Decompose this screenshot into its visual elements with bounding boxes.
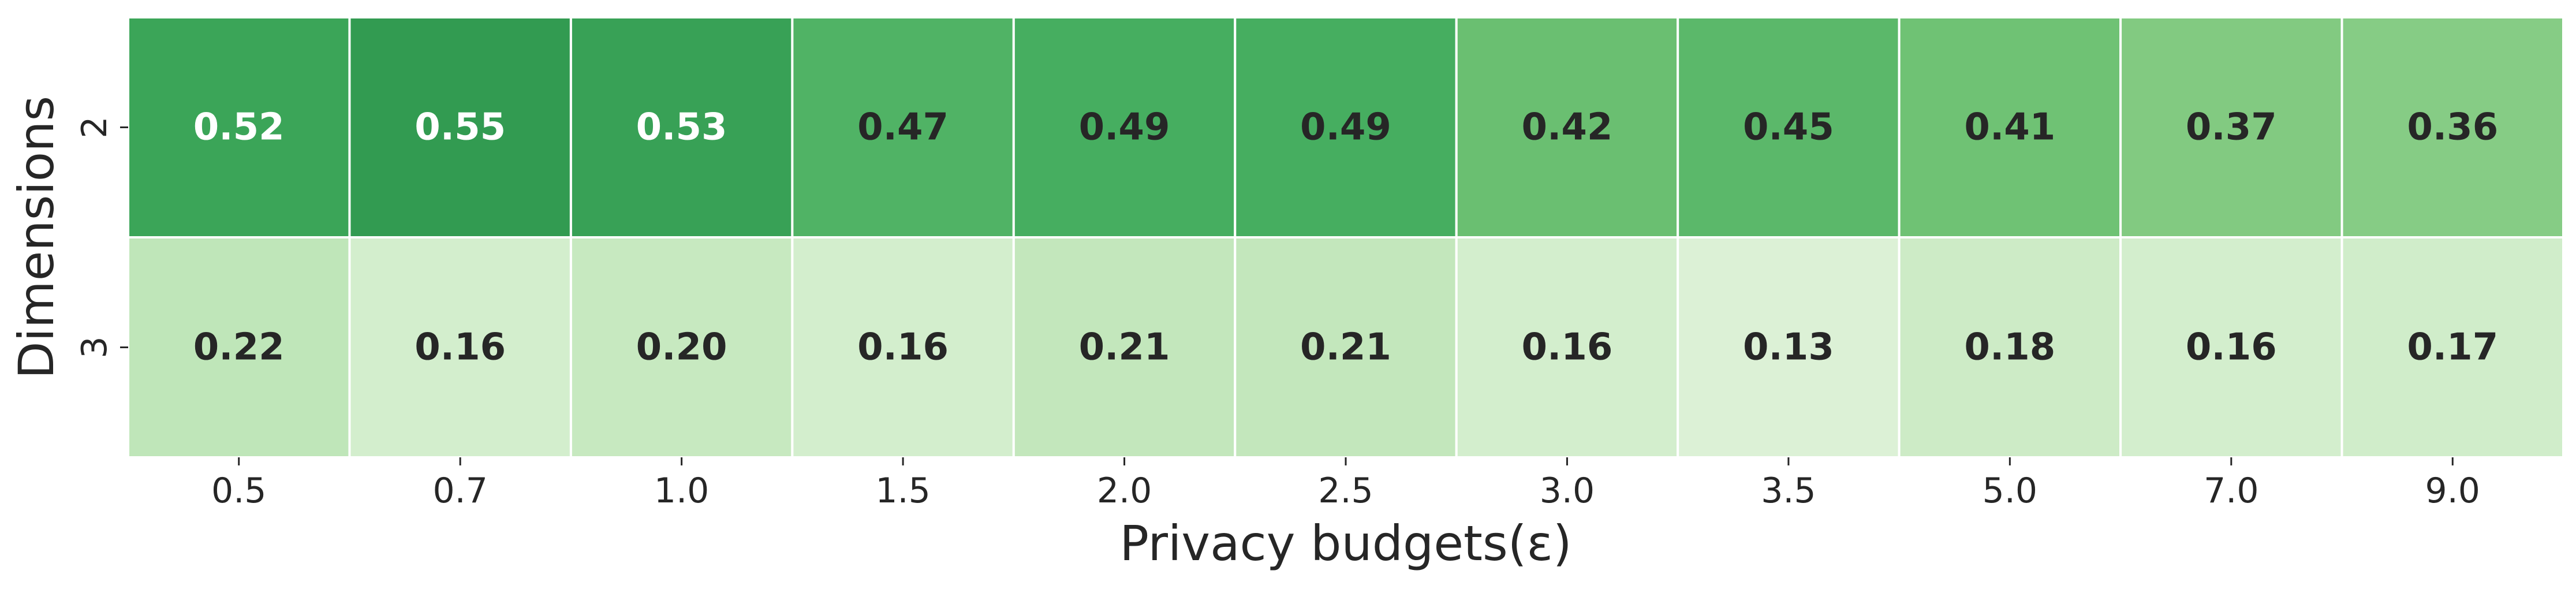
y-axis-label: Dimensions bbox=[8, 96, 65, 379]
heatmap-cell-3-0.5 bbox=[127, 236, 351, 458]
heatmap-cell-2-7.0 bbox=[2119, 16, 2343, 238]
heatmap-cell-2-9.0 bbox=[2340, 16, 2564, 238]
heatmap-cell-3-1.0 bbox=[569, 236, 794, 458]
x-axis-ticks: 0.5 0.7 1.0 1.5 2.0 2.5 3.0 3.5 5.0 7.0 9.0 bbox=[211, 457, 2480, 511]
heatmap-cell-3-5.0 bbox=[1898, 236, 2122, 458]
y-tick-label: 2 bbox=[74, 116, 115, 138]
cell-value-label: 0.41 bbox=[1964, 106, 2055, 149]
x-tick-label: 2.0 bbox=[1097, 471, 1152, 511]
heatmap-cell-2-3.5 bbox=[1677, 16, 1901, 238]
cell-value-label: 0.13 bbox=[1743, 326, 1834, 369]
x-tick-label: 1.5 bbox=[875, 471, 930, 511]
cell-value-label: 0.36 bbox=[2407, 106, 2498, 149]
heatmap-cell-2-1.5 bbox=[791, 16, 1015, 238]
cell-value-label: 0.16 bbox=[2186, 326, 2277, 369]
cell-value-label: 0.21 bbox=[1300, 326, 1391, 369]
y-tick-label: 3 bbox=[74, 336, 115, 358]
cell-value-label: 0.55 bbox=[415, 106, 506, 149]
cell-value-label: 0.53 bbox=[636, 106, 727, 149]
heatmap-cell-3-3.5 bbox=[1677, 236, 1901, 458]
x-tick-label: 0.5 bbox=[211, 471, 266, 511]
cell-value-label: 0.16 bbox=[415, 326, 506, 369]
x-axis-label: Privacy budgets(ε) bbox=[1119, 515, 1571, 572]
heatmap-cell-2-2.0 bbox=[1012, 16, 1237, 238]
cell-value-label: 0.47 bbox=[857, 106, 949, 149]
heatmap-cell-2-1.0 bbox=[569, 16, 794, 238]
cell-value-label: 0.21 bbox=[1079, 326, 1170, 369]
heatmap-cell-3-2.5 bbox=[1234, 236, 1458, 458]
x-tick-label: 5.0 bbox=[1983, 471, 2037, 511]
heatmap-cell-3-7.0 bbox=[2119, 236, 2343, 458]
heatmap-cell-2-0.7 bbox=[348, 16, 572, 238]
cell-value-label: 0.16 bbox=[1522, 326, 1613, 369]
cell-value-label: 0.49 bbox=[1300, 106, 1391, 149]
cell-value-label: 0.49 bbox=[1079, 106, 1170, 149]
heatmap-cell-3-3.0 bbox=[1455, 236, 1679, 458]
cell-value-label: 0.18 bbox=[1964, 326, 2055, 369]
cell-value-label: 0.16 bbox=[857, 326, 949, 369]
x-tick-label: 9.0 bbox=[2425, 471, 2480, 511]
heatmap-cell-3-0.7 bbox=[348, 236, 572, 458]
x-tick-label: 1.0 bbox=[654, 471, 709, 511]
cell-value-label: 0.45 bbox=[1743, 106, 1834, 149]
heatmap-cell-3-9.0 bbox=[2340, 236, 2564, 458]
heatmap-cell-2-2.5 bbox=[1234, 16, 1458, 238]
x-tick-label: 7.0 bbox=[2204, 471, 2258, 511]
cell-value-label: 0.42 bbox=[1522, 106, 1613, 149]
y-axis-ticks: 23 bbox=[74, 116, 128, 359]
x-tick-label: 2.5 bbox=[1318, 471, 1373, 511]
cell-value-label: 0.52 bbox=[193, 106, 285, 149]
cell-value-label: 0.17 bbox=[2407, 326, 2498, 369]
heatmap-cell-2-0.5 bbox=[127, 16, 351, 238]
heatmap-cell-3-2.0 bbox=[1012, 236, 1237, 458]
cell-value-label: 0.20 bbox=[636, 326, 727, 369]
heatmap-cell-labels: 0.52 0.55 0.53 0.47 0.49 0.49 0.42 0.45 0.41 0.37… bbox=[193, 106, 2498, 369]
x-tick-label: 0.7 bbox=[432, 471, 487, 511]
heatmap-cells bbox=[127, 16, 2564, 458]
heatmap-cell-3-1.5 bbox=[791, 236, 1015, 458]
cell-value-label: 0.22 bbox=[193, 326, 285, 369]
x-tick-label: 3.5 bbox=[1761, 471, 1816, 511]
x-tick-label: 3.0 bbox=[1540, 471, 1595, 511]
cell-value-label: 0.37 bbox=[2186, 106, 2277, 149]
